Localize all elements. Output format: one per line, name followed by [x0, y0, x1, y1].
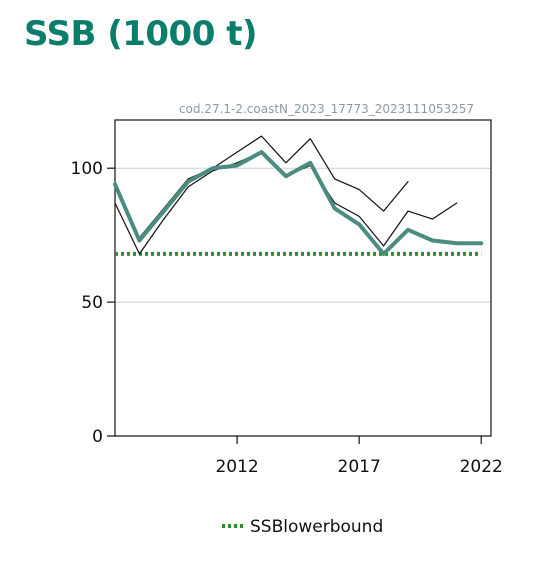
y-tick-label: 0	[92, 427, 103, 447]
y-axis: 0 50 100	[71, 159, 115, 447]
x-tick-label: 2012	[215, 457, 258, 477]
series-line-estimate	[115, 152, 481, 254]
y-tick-label: 50	[81, 293, 103, 313]
x-axis: 2012 2017 2022	[215, 436, 502, 477]
legend-label-ssblowerbound: SSBlowerbound	[250, 517, 383, 537]
x-tick-label: 2017	[338, 457, 381, 477]
series-group	[115, 136, 481, 254]
y-tick-label: 100	[71, 159, 103, 179]
chart-subtitle: cod.27.1-2.coastN_2023_17773_20231110532…	[179, 102, 474, 116]
x-tick-label: 2022	[460, 457, 503, 477]
legend: SSBlowerbound	[222, 517, 383, 537]
grid-lines	[115, 168, 491, 302]
series-line-lower-bound	[115, 152, 457, 254]
